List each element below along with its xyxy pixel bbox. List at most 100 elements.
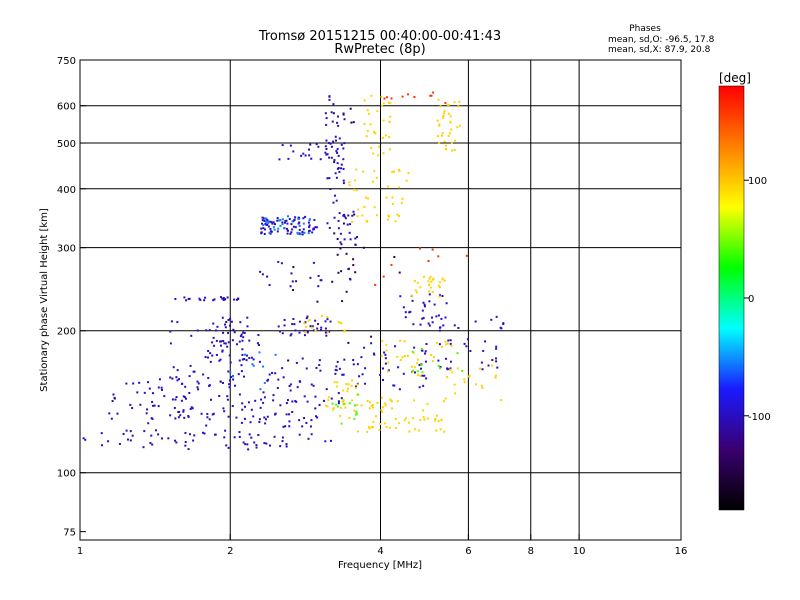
data-point	[401, 197, 404, 200]
data-point	[441, 132, 444, 135]
data-point	[318, 364, 321, 367]
data-point	[423, 305, 426, 308]
data-point	[187, 415, 190, 418]
data-point	[373, 353, 376, 356]
data-point	[438, 124, 441, 127]
data-point	[439, 365, 442, 368]
data-point	[306, 331, 309, 334]
data-point	[334, 135, 337, 138]
data-point	[484, 340, 487, 343]
data-point	[295, 361, 298, 364]
data-point	[310, 383, 313, 386]
data-point	[465, 345, 468, 348]
data-point	[339, 247, 342, 250]
data-point	[243, 357, 246, 360]
data-point	[314, 329, 317, 332]
data-point	[463, 342, 466, 345]
data-point	[303, 334, 306, 337]
data-point	[463, 378, 466, 381]
data-point	[267, 225, 270, 228]
data-point	[426, 402, 429, 405]
data-point	[385, 426, 388, 429]
data-point	[429, 94, 432, 97]
data-point	[389, 102, 392, 105]
data-point	[475, 383, 478, 386]
data-point	[341, 300, 344, 303]
data-point	[420, 363, 423, 366]
data-point	[438, 281, 441, 284]
data-point	[419, 374, 422, 377]
data-point	[203, 299, 206, 302]
data-point	[235, 298, 238, 301]
data-point	[307, 232, 310, 235]
data-point	[327, 399, 330, 402]
data-point	[373, 206, 376, 209]
data-point	[397, 366, 400, 369]
data-point	[260, 231, 263, 234]
data-point	[437, 284, 440, 287]
data-point	[212, 299, 215, 302]
data-point	[421, 317, 424, 320]
data-point	[304, 321, 307, 324]
data-point	[187, 448, 190, 451]
data-point	[363, 99, 366, 102]
data-point	[169, 342, 172, 345]
data-point	[147, 422, 150, 425]
data-point	[301, 357, 304, 360]
data-point	[354, 243, 357, 246]
data-point	[207, 350, 210, 353]
x-tick-label: 16	[675, 546, 688, 557]
data-point	[414, 428, 417, 431]
data-point	[187, 297, 190, 300]
data-point	[220, 344, 223, 347]
data-point	[362, 246, 365, 249]
data-point	[264, 422, 267, 425]
data-point	[469, 349, 472, 352]
data-point	[389, 115, 392, 118]
data-point	[430, 94, 433, 97]
data-point	[247, 401, 250, 404]
data-point	[291, 411, 294, 414]
colorbar-label: [deg]	[719, 71, 751, 85]
data-point	[289, 389, 292, 392]
data-point	[228, 354, 231, 357]
data-point	[357, 208, 360, 211]
data-point	[151, 443, 154, 446]
data-point	[456, 367, 459, 370]
data-point	[437, 255, 440, 258]
data-point	[161, 388, 164, 391]
data-point	[286, 222, 289, 225]
data-point	[206, 413, 209, 416]
data-point	[274, 372, 277, 375]
data-point	[491, 364, 494, 367]
data-point	[229, 317, 232, 320]
data-point	[382, 119, 385, 122]
data-point	[332, 140, 335, 143]
data-point	[336, 151, 339, 154]
data-point	[421, 309, 424, 312]
data-point	[411, 350, 414, 353]
data-point	[227, 446, 230, 449]
data-point	[253, 441, 256, 444]
data-point	[319, 369, 322, 372]
data-point	[384, 357, 387, 360]
data-point	[401, 356, 404, 359]
data-point	[357, 430, 360, 433]
data-point	[474, 320, 477, 323]
data-point	[447, 339, 450, 342]
data-point	[157, 405, 160, 408]
data-point	[180, 382, 183, 385]
data-point	[500, 399, 503, 402]
data-point	[438, 286, 441, 289]
data-point	[224, 429, 227, 432]
data-point	[354, 386, 357, 389]
data-point	[272, 226, 275, 229]
data-point	[265, 221, 268, 224]
data-point	[176, 369, 179, 372]
data-point	[442, 400, 445, 403]
data-point	[438, 329, 441, 332]
data-point	[453, 149, 456, 152]
data-point	[266, 223, 269, 226]
data-point	[148, 387, 151, 390]
data-point	[233, 331, 236, 334]
